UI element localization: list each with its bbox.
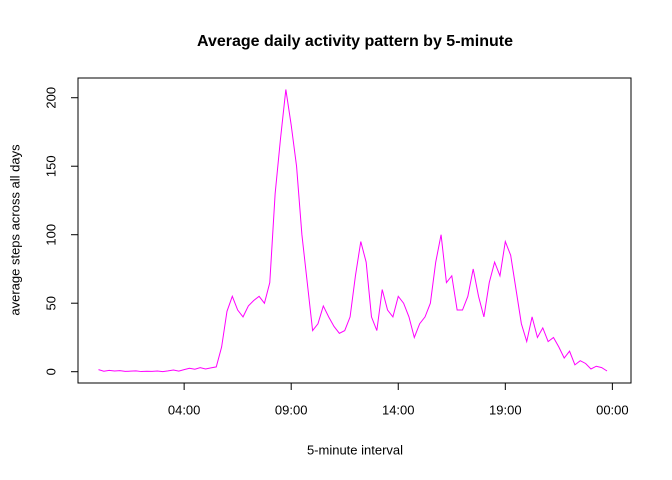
plot-frame <box>77 77 632 384</box>
x-axis-label: 5-minute interval <box>307 442 403 457</box>
x-tick-label: 19:00 <box>489 402 522 417</box>
chart-title: Average daily activity pattern by 5-minu… <box>197 33 513 50</box>
y-tick-label: 150 <box>43 155 58 177</box>
y-tick-label: 100 <box>43 224 58 246</box>
x-tick-label: 00:00 <box>596 402 629 417</box>
x-tick-label: 14:00 <box>382 402 415 417</box>
x-tick-label: 09:00 <box>275 402 308 417</box>
y-tick-label: 200 <box>43 87 58 109</box>
y-tick-label: 0 <box>43 368 58 375</box>
data-line <box>98 89 608 373</box>
y-axis-label: average steps across all days <box>7 144 22 316</box>
x-tick-label: 04:00 <box>168 402 201 417</box>
y-tick-label: 50 <box>43 296 58 310</box>
